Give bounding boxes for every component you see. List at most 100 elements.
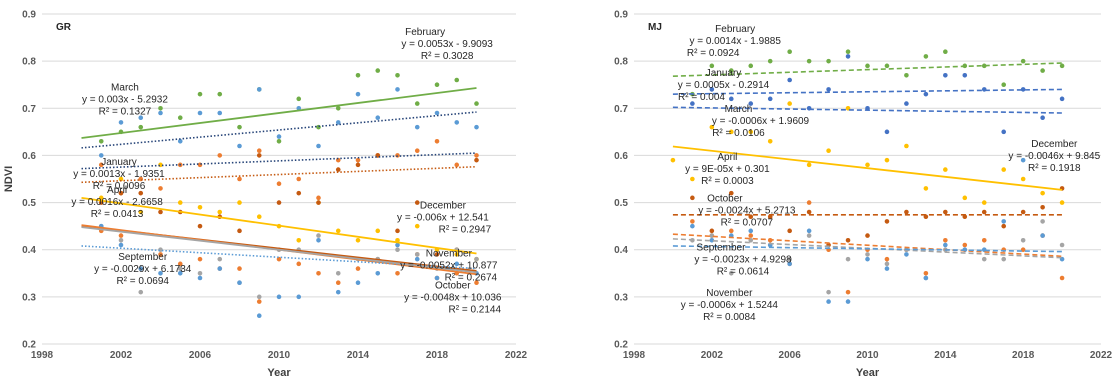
x-tick-label: 2014	[347, 350, 370, 361]
data-point	[943, 72, 948, 78]
data-point	[237, 200, 242, 205]
data-point	[316, 195, 321, 201]
data-point	[158, 209, 163, 215]
trendline	[672, 106, 1063, 114]
trendline-annotation: y = -0.0052x + 10.877	[400, 260, 498, 271]
trendline-annotation: R² = 0.2144	[449, 304, 502, 315]
data-point	[728, 190, 734, 196]
data-point	[316, 143, 321, 149]
trendline	[81, 165, 477, 184]
data-point	[276, 294, 282, 300]
trendline-annotation: R² = 0.0694	[116, 276, 169, 287]
data-point	[237, 124, 242, 130]
x-tick-label: 2002	[701, 350, 724, 361]
data-point	[787, 49, 792, 55]
data-point	[158, 105, 163, 111]
data-point	[767, 58, 773, 64]
data-point	[138, 115, 144, 121]
data-point	[316, 233, 321, 238]
trendline-annotation: R² = 0.1327	[99, 106, 152, 117]
data-point	[395, 228, 400, 234]
trendline-annotation: y = 0.0005x - 0.2914	[678, 80, 770, 91]
trendline-annotation: February	[715, 24, 755, 35]
chart-panel-mj: 0.2 0.3 0.4 0.5 0.6 0.7 0.8 0.9 1998 2002 2006 2010…	[614, 10, 1112, 380]
data-point	[1020, 58, 1026, 64]
data-point	[748, 129, 754, 135]
data-point	[1001, 129, 1007, 135]
data-point	[335, 105, 341, 111]
data-point	[138, 289, 144, 295]
data-point	[728, 129, 734, 135]
y-tick-label: 0.6	[22, 151, 36, 162]
data-point	[316, 200, 321, 205]
data-point	[806, 58, 812, 64]
data-point	[748, 233, 754, 238]
trendline-annotation: December	[1031, 139, 1078, 150]
data-point	[806, 233, 812, 238]
data-point	[1020, 157, 1026, 163]
data-point	[474, 124, 479, 130]
x-tick-label: 2022	[505, 350, 528, 361]
data-point	[118, 120, 124, 125]
data-point	[728, 96, 734, 102]
data-point	[1040, 233, 1045, 238]
trendline-annotation: y = -0.0048x + 10.036	[404, 292, 502, 303]
data-point	[1040, 115, 1045, 121]
data-point	[884, 63, 890, 69]
data-point	[158, 252, 163, 257]
trendline	[672, 62, 1063, 78]
data-point	[454, 162, 460, 168]
trendline-annotation: y = -0.0023x + 4.9298	[694, 255, 792, 266]
data-point	[806, 228, 812, 234]
data-point	[414, 101, 420, 106]
data-point	[355, 280, 361, 286]
data-point	[434, 110, 440, 116]
data-point	[1001, 82, 1007, 88]
data-point	[276, 138, 282, 144]
data-point	[767, 96, 773, 102]
data-point	[1020, 237, 1026, 243]
data-point	[454, 261, 460, 267]
data-point	[728, 228, 734, 234]
x-tick-label: 2006	[779, 350, 802, 361]
data-point	[296, 105, 302, 111]
data-point	[1020, 247, 1026, 253]
data-point	[434, 138, 440, 144]
data-point	[962, 242, 968, 248]
data-point	[943, 49, 948, 55]
data-point	[256, 153, 262, 158]
y-tick-label: 0.5	[22, 198, 36, 209]
trendline-annotation: R² = 0.0106	[712, 128, 765, 139]
data-point	[158, 110, 163, 116]
y-tick-label: 0.7	[614, 104, 628, 115]
data-point	[256, 299, 262, 304]
data-point	[728, 270, 734, 276]
trendline-annotation: y = -0.0006x + 1.5244	[681, 300, 779, 311]
data-point	[981, 209, 987, 215]
trendline-annotation: y = 0.0016x - 2.6658	[71, 197, 163, 208]
data-point	[395, 270, 400, 276]
data-point	[177, 266, 183, 271]
data-point	[806, 209, 812, 215]
data-point	[296, 96, 302, 102]
data-point	[904, 101, 909, 106]
trendline-annotation: March	[725, 104, 753, 115]
data-point	[98, 162, 104, 168]
trendline-annotation: y = 9E-05x + 0.301	[685, 164, 770, 175]
data-point	[355, 72, 361, 78]
data-point	[884, 157, 890, 163]
trendline-annotation: y = -0.0006x + 1.9609	[712, 116, 810, 127]
data-point	[197, 91, 203, 97]
data-point	[217, 209, 223, 215]
data-point	[256, 214, 262, 220]
y-tick-label: 0.6	[614, 151, 628, 162]
data-point	[237, 266, 242, 271]
y-tick-label: 0.8	[22, 57, 36, 68]
data-point	[1001, 223, 1007, 229]
trendline-annotation: R² = 0.3028	[421, 51, 474, 62]
data-point	[335, 167, 341, 172]
data-point	[375, 115, 381, 121]
data-point	[787, 261, 792, 267]
y-tick-label: 0.2	[22, 340, 36, 351]
data-point	[217, 266, 223, 271]
